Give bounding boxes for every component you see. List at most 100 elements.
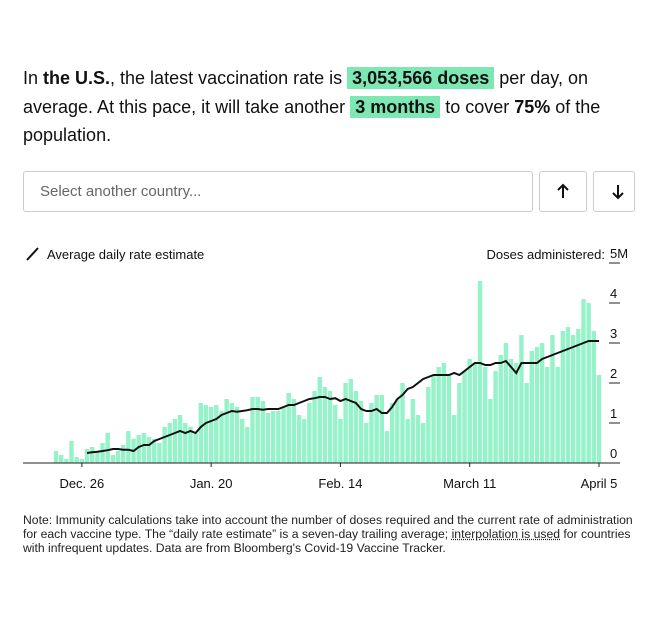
bar: [90, 447, 95, 463]
bar: [105, 433, 110, 463]
bar: [146, 437, 152, 463]
bar: [245, 427, 250, 463]
bar: [183, 423, 188, 463]
bar: [208, 407, 214, 463]
bar: [110, 455, 116, 463]
bar: [100, 443, 105, 463]
bar: [508, 359, 514, 463]
bar: [271, 411, 276, 463]
bar: [596, 375, 602, 463]
bar: [126, 431, 131, 463]
bar: [312, 391, 317, 463]
bar: [534, 347, 540, 463]
text-segment: 3,053,566 doses: [347, 67, 495, 89]
bar: [84, 449, 90, 463]
text-segment: Note: Immunity calculations take into ac…: [23, 513, 633, 541]
bar: [555, 367, 560, 463]
bar: [141, 433, 147, 463]
bar: [260, 401, 266, 463]
text-segment: In: [23, 68, 44, 88]
country-select[interactable]: Select another country...: [23, 171, 533, 212]
bar: [239, 419, 245, 463]
bar: [188, 427, 193, 463]
bar: [198, 403, 203, 463]
up-icon: [557, 183, 569, 198]
bar: [503, 343, 509, 463]
bar: [193, 433, 198, 463]
bar: [322, 387, 328, 463]
bar: [265, 413, 271, 463]
text-segment: 3 months: [350, 95, 441, 118]
bar: [64, 459, 69, 463]
bar: [410, 399, 416, 463]
bar: [255, 397, 260, 463]
bar: [452, 415, 457, 463]
bar: [343, 383, 348, 463]
sort-down-button[interactable]: [593, 171, 635, 212]
bar: [519, 335, 524, 463]
text-segment: of the population.: [23, 96, 601, 146]
bar: [333, 405, 338, 463]
bar: [234, 407, 240, 463]
bar: [364, 423, 369, 463]
bar: [581, 299, 586, 463]
bar: [524, 383, 529, 463]
bar: [219, 411, 224, 463]
bar: [426, 387, 431, 463]
bar: [229, 403, 235, 463]
bar: [529, 351, 534, 463]
bar: [415, 415, 421, 463]
bar: [389, 403, 395, 463]
bar: [121, 445, 126, 463]
text-segment: , the latest vaccination rate is: [110, 68, 348, 88]
chart: Average daily rate estimate Doses admini…: [23, 246, 628, 491]
bar: [296, 415, 302, 463]
bar: [374, 395, 379, 463]
bar: [203, 405, 209, 463]
x-tick-label: Jan. 20: [190, 476, 233, 491]
y-tick-label: 5M: [610, 246, 628, 261]
text-segment: per day, on average. At this pace, it wi…: [23, 68, 588, 117]
x-tick-label: April 5: [581, 476, 618, 491]
bar: [95, 451, 100, 463]
bar: [446, 375, 452, 463]
sort-up-button[interactable]: [539, 171, 587, 212]
bar: [74, 457, 79, 463]
bar: [302, 419, 307, 463]
bar: [53, 451, 59, 463]
x-tick-label: March 11: [443, 476, 496, 491]
bar: [539, 343, 545, 463]
bar: [570, 335, 576, 463]
y-tick-label: 1: [610, 406, 617, 421]
y-tick-label: 2: [610, 366, 617, 381]
bar: [591, 331, 597, 463]
bar: [172, 419, 178, 463]
bar: [420, 423, 426, 463]
bar: [441, 363, 447, 463]
bar: [286, 393, 291, 463]
text-segment: interpolation is used: [451, 527, 560, 541]
bar: [514, 363, 519, 463]
bar: [550, 335, 555, 463]
bar: [162, 427, 167, 463]
y-tick-label: 4: [610, 286, 617, 301]
bar: [338, 419, 343, 463]
placeholder: Select another country...: [40, 183, 202, 200]
bar: [157, 443, 162, 463]
bar: [565, 327, 571, 463]
summary: In the U.S., the latest vaccination rate…: [23, 64, 633, 150]
bar: [431, 375, 436, 463]
bar: [384, 431, 390, 463]
bar: [483, 367, 488, 463]
bar: [493, 371, 498, 463]
text-segment: 75%: [514, 96, 551, 117]
bar: [291, 399, 297, 463]
bar: [307, 403, 312, 463]
bar: [353, 391, 359, 463]
bar: [115, 451, 121, 463]
bar: [358, 401, 364, 463]
bar: [545, 367, 550, 463]
y-tick-label: 3: [610, 326, 617, 341]
bar: [152, 439, 157, 463]
